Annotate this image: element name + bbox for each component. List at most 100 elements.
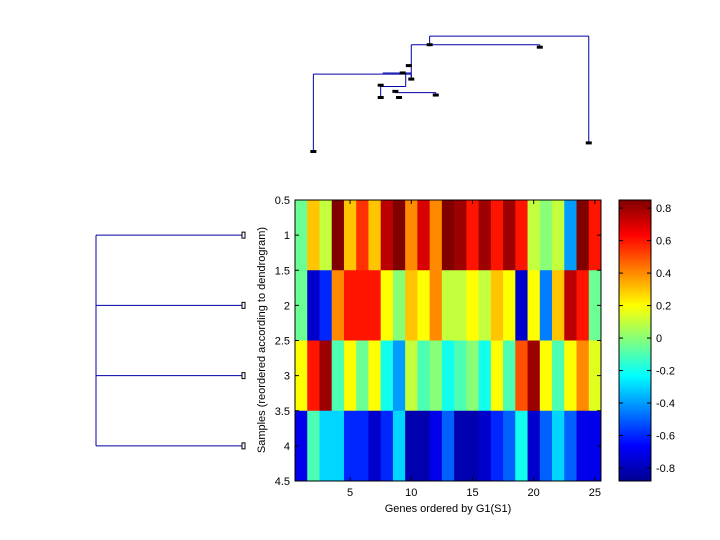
x-tick-label: 10 (405, 487, 417, 499)
heatmap-cell (307, 270, 320, 341)
heatmap-cell (319, 410, 333, 482)
heatmap-cell (466, 340, 479, 412)
heatmap-cell (417, 270, 431, 341)
column-dendrogram-node (377, 83, 384, 87)
heatmap-cell (576, 340, 590, 412)
heatmap-cell (405, 410, 418, 482)
heatmap-cell (343, 410, 357, 482)
colorbar-tick-label: -0.4 (656, 398, 675, 410)
heatmap-cell (588, 200, 602, 271)
heatmap-cell (429, 340, 443, 412)
x-tick-label: 5 (347, 487, 353, 499)
y-tick-label: 1.5 (275, 265, 290, 277)
heatmap-cell (539, 270, 553, 341)
heatmap-cell (503, 200, 516, 271)
y-tick-label: 3.5 (275, 406, 290, 418)
heatmap-cell (307, 200, 320, 271)
heatmap-cell (356, 200, 369, 271)
heatmap-cell (380, 270, 394, 341)
heatmap-cell (478, 410, 492, 482)
heatmap-cell (356, 340, 369, 412)
heatmap-cell (539, 200, 553, 271)
heatmap-cell (405, 200, 418, 271)
heatmap-cell (392, 340, 406, 412)
heatmap-cell (454, 270, 467, 341)
heatmap-cell (429, 200, 443, 271)
column-dendrogram-node (426, 43, 433, 47)
heatmap-cell (295, 340, 308, 412)
y-axis-ticks: 0.5 1 1.5 2 2.5 3 3.5 4 4.5 (275, 195, 601, 488)
heatmap-cell (539, 410, 553, 482)
heatmap-cell (331, 410, 345, 482)
heatmap-cell (429, 270, 443, 341)
heatmap-cell (552, 200, 565, 271)
heatmap-cell (319, 200, 333, 271)
colorbar (618, 199, 652, 482)
heatmap-cell (539, 340, 553, 412)
heatmap-cell (405, 270, 418, 341)
heatmap-cell (356, 270, 369, 341)
heatmap-cell (478, 270, 492, 341)
row-dendrogram (95, 231, 246, 450)
y-tick-label: 2 (284, 300, 290, 312)
x-axis-ticks: 5 10 15 20 25 (347, 200, 601, 499)
heatmap-cell (392, 200, 406, 271)
heatmap-cell (564, 200, 577, 271)
colorbar-tick-label: 0.8 (656, 203, 671, 215)
heatmap-cell (454, 410, 467, 482)
heatmap-cell (490, 270, 504, 341)
heatmap-cell (527, 200, 541, 271)
row-dendrogram-leaf (241, 301, 246, 309)
colorbar-tick-label: 0 (656, 333, 662, 345)
column-dendrogram-node (396, 96, 403, 99)
heatmap-cell (441, 200, 455, 271)
heatmap-cell (295, 410, 308, 482)
heatmap-cell (380, 200, 394, 271)
heatmap-cell (454, 200, 467, 271)
colorbar-tick-label: -0.8 (656, 463, 675, 475)
heatmap-cell (515, 340, 528, 412)
heatmap-cell (552, 340, 565, 412)
colorbar-ticks: 0.8 0.6 0.4 0.2 0 -0.2 -0.4 -0.6 -0.8 (619, 203, 675, 475)
colorbar-tick-label: 0.2 (656, 301, 671, 313)
heatmap-cell (295, 200, 308, 271)
heatmap-cell (490, 340, 504, 412)
heatmap-cell (503, 340, 516, 412)
heatmap-cell (503, 410, 516, 482)
heatmap-cell (295, 270, 308, 341)
x-axis-label: Genes ordered by G1(S1) (385, 503, 512, 515)
heatmap-cell (490, 200, 504, 271)
row-dendrogram-leaf (241, 231, 246, 239)
heatmap-cell (368, 410, 382, 482)
heatmap-cell (588, 340, 602, 412)
x-tick-label: 15 (466, 487, 478, 499)
heatmap-cell (490, 410, 504, 482)
heatmap-cell (307, 340, 320, 412)
heatmap-cell (368, 200, 382, 271)
heatmap-cell (319, 270, 333, 341)
x-tick-label: 25 (589, 487, 601, 499)
heatmap-cell (392, 410, 406, 482)
row-dendrogram-leaf (241, 372, 246, 380)
heatmap-cell (527, 270, 541, 341)
y-tick-label: 2.5 (275, 336, 290, 348)
x-tick-label: 20 (528, 487, 540, 499)
heatmap-cell (343, 270, 357, 341)
heatmap-cell (331, 200, 345, 271)
heatmap-cell (515, 200, 528, 271)
heatmap-cell (343, 200, 357, 271)
heatmap-cell (515, 270, 528, 341)
heatmap-cell (515, 410, 528, 482)
colorbar-tick-label: -0.2 (656, 366, 675, 378)
y-tick-label: 3 (284, 371, 290, 383)
heatmap-cell (466, 200, 479, 271)
column-dendrogram-node (536, 45, 543, 49)
heatmap-cell (380, 410, 394, 482)
colorbar-tick-label: 0.6 (656, 236, 671, 248)
heatmap-cell (368, 340, 382, 412)
heatmap-cell (417, 410, 431, 482)
column-dendrogram-node (310, 150, 317, 153)
heatmap-cell (441, 270, 455, 341)
heatmap-cell (368, 270, 382, 341)
